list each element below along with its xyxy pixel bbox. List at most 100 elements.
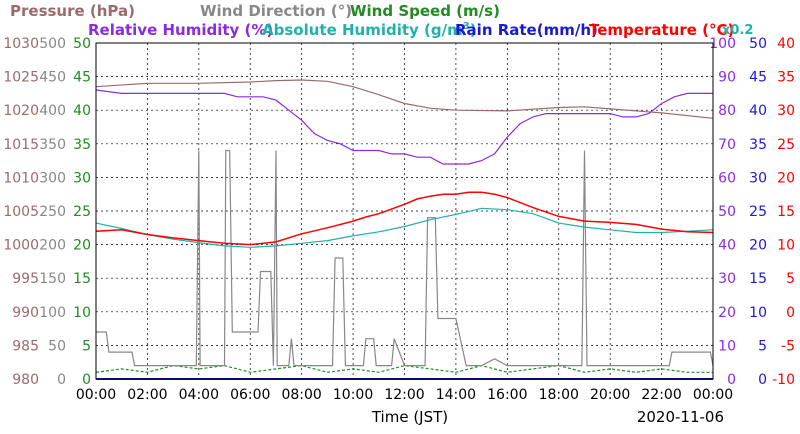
tick-label-pressure: 995 bbox=[12, 271, 39, 287]
legend-item-temperature: Temperature (°C) bbox=[589, 21, 734, 39]
tick-label-relative-humidity: 30 bbox=[718, 271, 736, 287]
tick-label-wind-direction: 100 bbox=[39, 305, 66, 321]
tick-label-rain-rate: 0 bbox=[758, 372, 767, 388]
tick-label-pressure: 1025 bbox=[3, 70, 39, 86]
series-line-absolute-humidity bbox=[95, 207, 714, 248]
tick-label-wind-direction: 400 bbox=[39, 103, 66, 119]
tick-label-relative-humidity: 50 bbox=[718, 204, 736, 220]
tick-label-wind-direction: 50 bbox=[48, 338, 66, 354]
tick-label-pressure: 1030 bbox=[3, 36, 39, 52]
tick-label-rain-rate: 40 bbox=[749, 103, 767, 119]
tick-label-wind-speed: 25 bbox=[73, 204, 91, 220]
tick-label-wind-direction: 200 bbox=[39, 238, 66, 254]
x-tick-label: 00:00 bbox=[693, 387, 733, 403]
tick-label-wind-direction: 500 bbox=[39, 36, 66, 52]
tick-label-relative-humidity: 90 bbox=[718, 70, 736, 86]
tick-label-relative-humidity: 100 bbox=[709, 36, 736, 52]
tick-label-wind-direction: 300 bbox=[39, 170, 66, 186]
legend-item-wind-direction: Wind Direction (°) bbox=[200, 2, 352, 20]
tick-label-pressure: 1000 bbox=[3, 238, 39, 254]
legend-item-absolute-humidity: Absolute Humidity (g/m3) bbox=[262, 21, 477, 39]
tick-label-temperature: -10 bbox=[772, 372, 795, 388]
tick-label-rain-rate: 15 bbox=[749, 271, 767, 287]
x-tick-labels: 00:00 02:00 04:00 06:00 08:00 10:00 12:00 14:00… bbox=[76, 387, 733, 403]
tick-label-rain-rate: 45 bbox=[749, 70, 767, 86]
tick-label-temperature: 30 bbox=[777, 103, 795, 119]
x-tick-label: 16:00 bbox=[487, 387, 527, 403]
legend-item-wind-speed: Wind Speed (m/s) bbox=[350, 2, 500, 20]
tick-label-temperature: 15 bbox=[777, 204, 795, 220]
tick-label-wind-speed: 15 bbox=[73, 271, 91, 287]
tick-label-wind-speed: 0 bbox=[82, 372, 91, 388]
tick-label-relative-humidity: 20 bbox=[718, 305, 736, 321]
tick-label-wind-speed: 45 bbox=[73, 70, 91, 86]
plot-frame bbox=[95, 42, 714, 380]
x-tick-label: 18:00 bbox=[539, 387, 579, 403]
tick-label-relative-humidity: 60 bbox=[718, 170, 736, 186]
tick-label-relative-humidity: 40 bbox=[718, 238, 736, 254]
tick-label-rain-rate: 25 bbox=[749, 204, 767, 220]
tick-label-wind-direction: 150 bbox=[39, 271, 66, 287]
tick-label-rain-rate: 20 bbox=[749, 238, 767, 254]
legend: Pressure (hPa) Wind Direction (°)Wind Spe… bbox=[10, 2, 753, 39]
x-tick-label: 22:00 bbox=[641, 387, 681, 403]
tick-label-temperature: 40 bbox=[777, 36, 795, 52]
legend-item-pressure: Pressure (hPa) bbox=[10, 2, 135, 20]
date-label: 2020-11-06 bbox=[637, 408, 724, 426]
tick-label-temperature: 35 bbox=[777, 70, 795, 86]
tick-label-wind-speed: 40 bbox=[73, 103, 91, 119]
tick-label-wind-direction: 450 bbox=[39, 70, 66, 86]
series-line-relative-humidity bbox=[95, 89, 713, 165]
x-tick-label: 20:00 bbox=[590, 387, 630, 403]
tick-label-wind-direction: 350 bbox=[39, 137, 66, 153]
tick-label-temperature: 10 bbox=[777, 238, 795, 254]
x-tick-label: 00:00 bbox=[76, 387, 116, 403]
x-tick-label: 02:00 bbox=[127, 387, 167, 403]
tick-label-relative-humidity: 80 bbox=[718, 103, 736, 119]
tick-label-rain-rate: 5 bbox=[758, 338, 767, 354]
right-tick-labels: 0102030405060708090100051015202530354045… bbox=[709, 36, 795, 388]
tick-label-relative-humidity: 0 bbox=[727, 372, 736, 388]
x-tick-label: 14:00 bbox=[436, 387, 476, 403]
tick-label-temperature: 25 bbox=[777, 137, 795, 153]
x-tick-label: 04:00 bbox=[179, 387, 219, 403]
series-line-wind-direction bbox=[96, 149, 714, 367]
legend-item-rain-rate: Rain Rate(mm/h) bbox=[455, 21, 598, 39]
tick-label-wind-direction: 0 bbox=[57, 372, 66, 388]
tick-label-pressure: 1005 bbox=[3, 204, 39, 220]
tick-label-temperature: 5 bbox=[786, 271, 795, 287]
tick-label-wind-speed: 10 bbox=[73, 305, 91, 321]
legend-item-relative-humidity: Relative Humidity (%) bbox=[88, 21, 273, 39]
tick-label-wind-speed: 35 bbox=[73, 137, 91, 153]
tick-label-wind-speed: 30 bbox=[73, 170, 91, 186]
tick-label-relative-humidity: 10 bbox=[718, 338, 736, 354]
series-line-pressure bbox=[95, 79, 714, 119]
x-tick-label: 12:00 bbox=[384, 387, 424, 403]
tick-label-wind-speed: 50 bbox=[73, 36, 91, 52]
x-axis-label: Time (JST) bbox=[371, 408, 448, 426]
tick-label-temperature: 0 bbox=[786, 305, 795, 321]
tick-label-pressure: 1015 bbox=[3, 137, 39, 153]
tick-label-rain-rate: 50 bbox=[749, 36, 767, 52]
tick-label-temperature: -5 bbox=[781, 338, 795, 354]
tick-label-rain-rate: 30 bbox=[749, 170, 767, 186]
left-tick-labels: 9809859909951000100510101015102010251030… bbox=[3, 36, 91, 388]
tick-label-pressure: 980 bbox=[12, 372, 39, 388]
tick-label-rain-rate: 35 bbox=[749, 137, 767, 153]
grid bbox=[96, 43, 713, 379]
tick-label-wind-speed: 5 bbox=[82, 338, 91, 354]
tick-label-relative-humidity: 70 bbox=[718, 137, 736, 153]
tick-label-pressure: 1020 bbox=[3, 103, 39, 119]
series-line-temperature bbox=[95, 191, 714, 246]
tick-label-wind-direction: 250 bbox=[39, 204, 66, 220]
tick-label-rain-rate: 10 bbox=[749, 305, 767, 321]
x-tick-label: 08:00 bbox=[281, 387, 321, 403]
tick-label-wind-speed: 20 bbox=[73, 238, 91, 254]
tick-label-pressure: 990 bbox=[12, 305, 39, 321]
tick-label-temperature: 20 bbox=[777, 170, 795, 186]
x-tick-label: 06:00 bbox=[230, 387, 270, 403]
scale-note: x0.2 bbox=[722, 23, 753, 38]
tick-label-pressure: 985 bbox=[12, 338, 39, 354]
